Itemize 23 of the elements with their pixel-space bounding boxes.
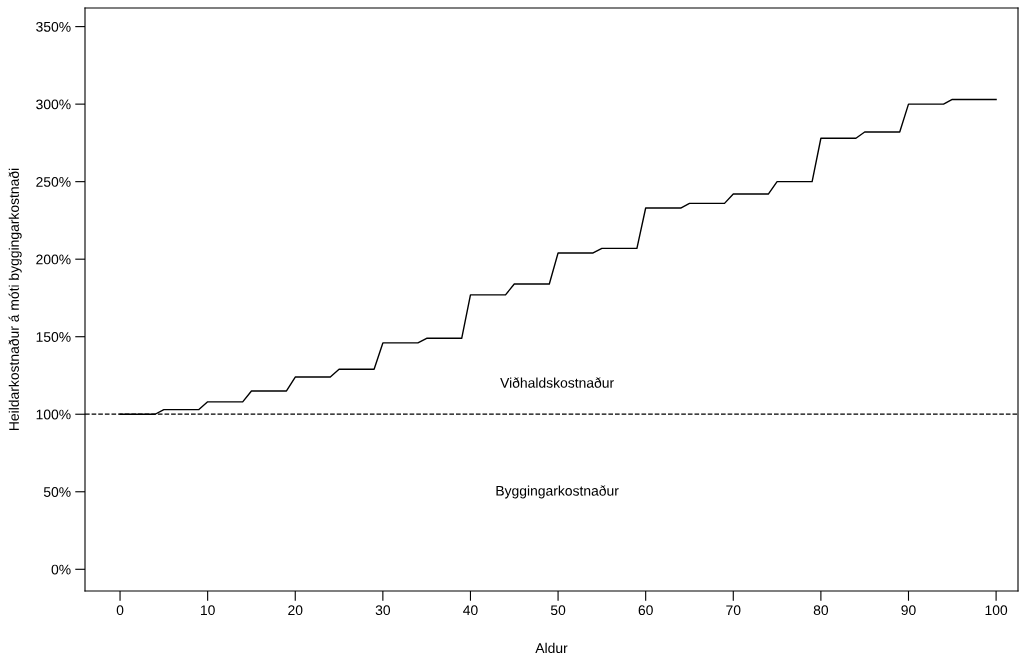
x-tick-label: 10 — [200, 605, 215, 616]
annotation: Viðhaldskostnaður — [500, 377, 614, 388]
y-tick-label: 0% — [51, 564, 71, 575]
x-tick-label: 50 — [550, 605, 566, 616]
x-tick-label: 0 — [116, 605, 124, 616]
y-tick-label: 100% — [36, 409, 71, 420]
y-tick-label: 300% — [36, 99, 71, 110]
y-tick-label: 250% — [36, 176, 71, 187]
annotation: Byggingarkostnaður — [496, 485, 619, 499]
x-tick-label: 80 — [813, 605, 829, 616]
x-tick-label: 40 — [463, 605, 478, 616]
x-tick-label: 30 — [375, 605, 391, 616]
x-tick-label: 90 — [901, 605, 916, 616]
y-tick-label: 150% — [36, 332, 71, 342]
x-tick-label: 60 — [638, 605, 653, 616]
x-tick-label: 70 — [726, 605, 741, 616]
x-tick-label: 100 — [985, 605, 1008, 616]
y-axis-title: Heildarkostnaður á móti byggingarkostnaði — [8, 168, 22, 430]
y-tick-label: 50% — [43, 487, 71, 497]
x-axis-title: Aldur — [535, 642, 568, 654]
y-tick-label: 350% — [36, 21, 71, 32]
y-tick-label: 200% — [36, 254, 71, 265]
x-tick-label: 20 — [288, 605, 303, 616]
